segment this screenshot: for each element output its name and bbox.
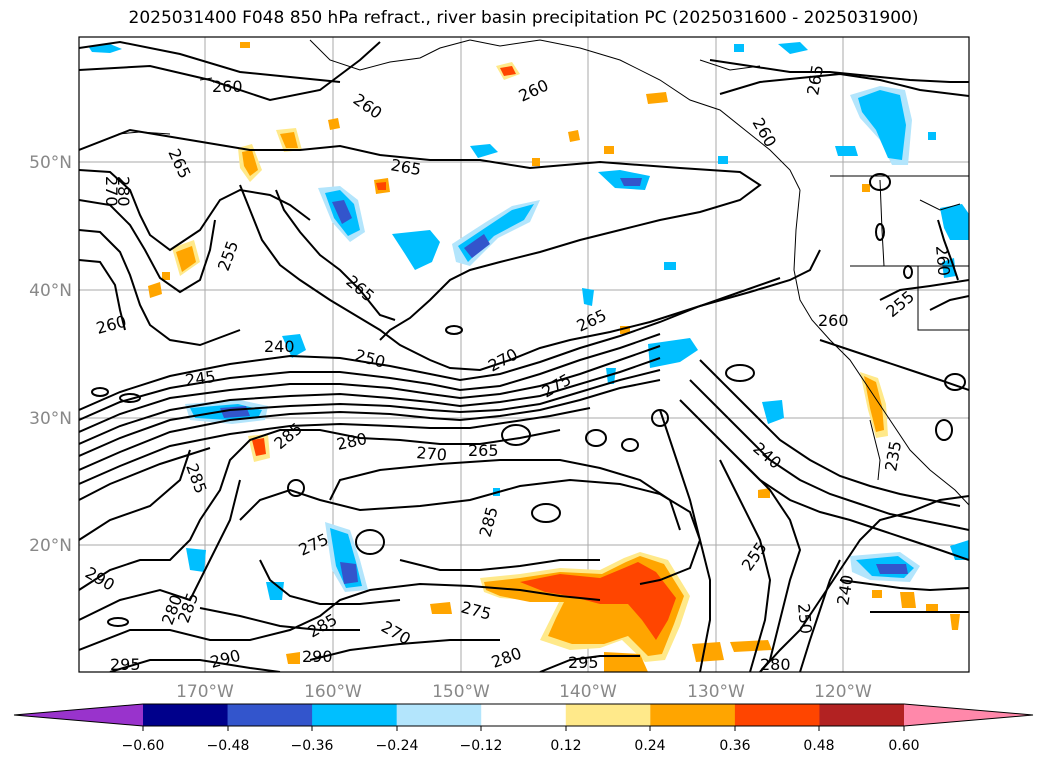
latitude-label: 20°N: [29, 536, 72, 556]
colorbar-segment: [481, 704, 567, 726]
colorbar-segment: [819, 704, 905, 726]
longitude-label: 120°W: [814, 682, 872, 702]
colorbar-segment: [312, 704, 398, 726]
colorbar-segment: [565, 704, 651, 726]
colorbar-tick-label: 0.48: [803, 738, 834, 754]
colorbar-tick-label: −0.12: [460, 738, 503, 754]
colorbar-tick-label: −0.36: [291, 738, 334, 754]
contour-label: 290: [302, 647, 333, 666]
contour-label: 295: [568, 653, 599, 672]
colorbar-ticks: [142, 726, 905, 731]
latitude-label: 50°N: [29, 153, 72, 173]
coastlines: [117, 39, 969, 506]
colorbar-tick-label: 0.36: [719, 738, 750, 754]
colorbar-segment: [396, 704, 482, 726]
contour-label: 280: [114, 176, 133, 207]
positive-precip-patches: [148, 42, 960, 672]
longitude-label: 150°W: [432, 682, 490, 702]
colorbar: −0.60 −0.48 −0.36 −0.24 −0.12 0.12 0.24 …: [13, 703, 1034, 754]
contour-label-group: 260 260 260 265 265 260 265 270 280 255 …: [82, 63, 954, 674]
colorbar-tick-labels: −0.60 −0.48 −0.36 −0.24 −0.12 0.12 0.24 …: [122, 738, 920, 754]
latitude-axis: 50°N 40°N 30°N 20°N: [29, 153, 72, 556]
longitude-label: 170°W: [176, 682, 234, 702]
colorbar-extend-low: [14, 704, 143, 726]
refractivity-contours: [79, 40, 969, 672]
map-frame: [78, 36, 970, 673]
contour-label: 250: [794, 603, 816, 635]
latitude-label: 30°N: [29, 409, 72, 429]
colorbar-segment: [143, 704, 229, 726]
contour-label: 295: [110, 655, 141, 674]
colorbar-tick-label: −0.48: [207, 738, 250, 754]
contour-label: 260: [818, 311, 849, 330]
longitude-label: 140°W: [559, 682, 617, 702]
colorbar-extend-high: [904, 704, 1033, 726]
colorbar-segment: [734, 704, 820, 726]
contour-label: 245: [184, 367, 217, 390]
contour-label: 260: [932, 245, 954, 277]
contour-label: 260: [212, 77, 243, 96]
colorbar-tick-label: 0.24: [634, 738, 665, 754]
colorbar-tick-label: −0.60: [122, 738, 165, 754]
contour-label: 270: [416, 443, 448, 465]
small-contour-loops: [91, 173, 966, 627]
longitude-axis: 170°W 160°W 150°W 140°W 130°W 120°W: [176, 682, 872, 702]
map-title: 2025031400 F048 850 hPa refract., river …: [128, 8, 919, 28]
colorbar-segment: [650, 704, 736, 726]
latitude-label: 40°N: [29, 281, 72, 301]
contour-label: 280: [760, 655, 791, 674]
longitude-label: 160°W: [304, 682, 362, 702]
contour-label: 265: [468, 441, 499, 460]
colorbar-tick-label: 0.60: [888, 738, 919, 754]
longitude-label: 130°W: [687, 682, 745, 702]
negative-precip-patches: [88, 42, 969, 600]
contour-label: 270: [102, 176, 121, 207]
colorbar-tick-label: 0.12: [550, 738, 581, 754]
colorbar-segment: [227, 704, 313, 726]
contour-label: 240: [264, 337, 295, 356]
colorbar-tick-label: −0.24: [376, 738, 419, 754]
colorbar-segments: [143, 704, 905, 726]
